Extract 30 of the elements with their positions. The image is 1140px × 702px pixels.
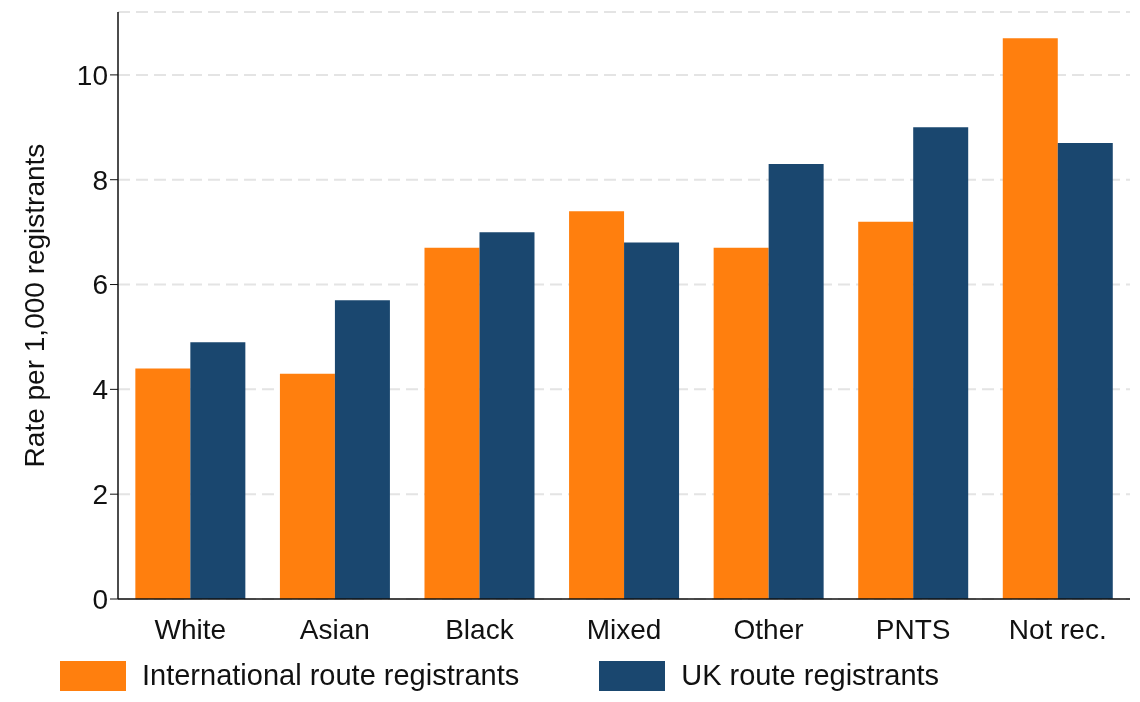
y-tick-label: 0 <box>92 583 108 615</box>
bar <box>190 342 246 599</box>
x-tick-label: Mixed <box>586 613 662 645</box>
bar <box>713 247 769 599</box>
bar <box>1002 38 1058 599</box>
bar <box>424 247 480 599</box>
bar <box>479 232 535 599</box>
x-tick-label: Not rec. <box>1008 613 1107 645</box>
bar <box>1057 143 1113 599</box>
legend-label: International route registrants <box>142 659 520 692</box>
y-tick-label: 10 <box>76 59 108 91</box>
legend-label: UK route registrants <box>681 659 940 692</box>
x-tick-label: Black <box>445 613 515 645</box>
y-tick-label: 8 <box>92 164 108 196</box>
x-tick-label: PNTS <box>875 613 951 645</box>
x-tick-label: Other <box>733 613 804 645</box>
x-tick-label: White <box>154 613 227 645</box>
bar <box>135 368 191 599</box>
bar <box>279 373 335 599</box>
bar <box>569 211 625 599</box>
bar <box>334 300 390 599</box>
x-tick-label: Asian <box>299 613 370 645</box>
bar <box>624 242 680 599</box>
y-tick-label: 4 <box>92 374 108 406</box>
bar <box>768 163 824 599</box>
y-axis-title: Rate per 1,000 registrants <box>18 143 50 468</box>
bar <box>858 221 914 599</box>
bar <box>913 127 969 599</box>
y-tick-label: 6 <box>92 269 108 301</box>
y-tick-label: 2 <box>92 479 108 511</box>
